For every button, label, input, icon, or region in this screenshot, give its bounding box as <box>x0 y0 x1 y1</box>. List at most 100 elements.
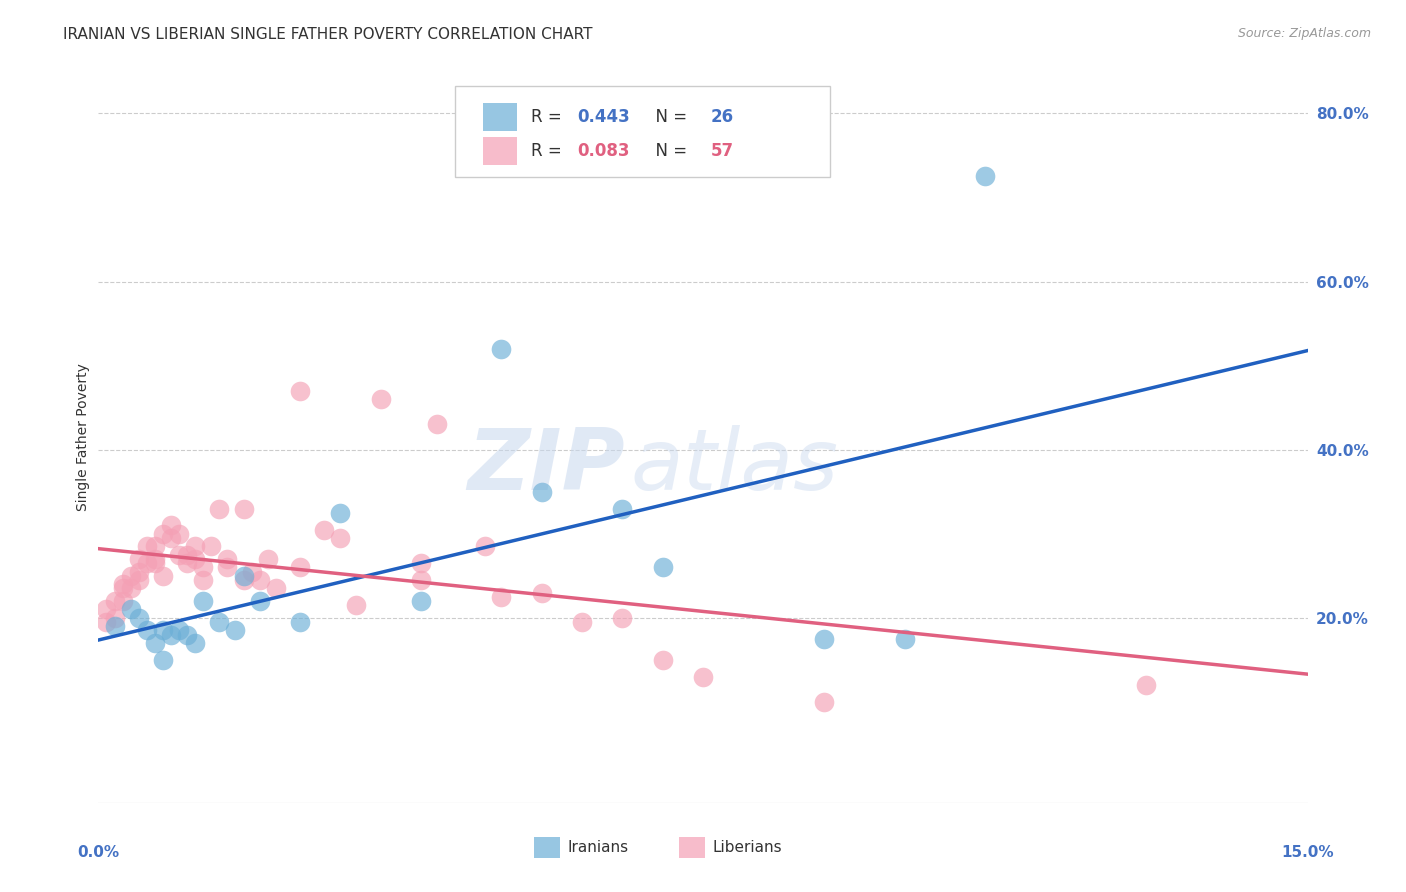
Point <box>167 526 190 541</box>
Point <box>120 602 142 616</box>
Point <box>193 560 215 574</box>
Point <box>288 384 311 398</box>
Point <box>474 540 496 554</box>
Text: atlas: atlas <box>630 425 838 508</box>
Point <box>409 573 432 587</box>
FancyBboxPatch shape <box>482 137 517 165</box>
Point <box>1135 678 1157 692</box>
Point <box>128 611 150 625</box>
Point <box>329 531 352 545</box>
Point <box>135 556 157 570</box>
Point <box>111 594 134 608</box>
Point <box>143 636 166 650</box>
Point <box>314 523 336 537</box>
Point <box>176 627 198 641</box>
Point <box>974 169 997 184</box>
Point <box>409 556 432 570</box>
Text: R =: R = <box>531 108 567 126</box>
Point <box>208 615 231 629</box>
Point <box>409 594 432 608</box>
Point <box>491 590 513 604</box>
Point <box>193 594 215 608</box>
Point <box>143 552 166 566</box>
Point <box>571 615 593 629</box>
Point <box>152 526 174 541</box>
Point <box>813 695 835 709</box>
Point <box>143 556 166 570</box>
Point <box>167 624 190 638</box>
Point <box>160 531 183 545</box>
Point <box>692 670 714 684</box>
Point <box>184 636 207 650</box>
Point <box>120 569 142 583</box>
Text: IRANIAN VS LIBERIAN SINGLE FATHER POVERTY CORRELATION CHART: IRANIAN VS LIBERIAN SINGLE FATHER POVERT… <box>63 27 593 42</box>
Text: 0.0%: 0.0% <box>77 845 120 860</box>
Point <box>111 582 134 596</box>
Point <box>128 573 150 587</box>
Text: 0.083: 0.083 <box>578 142 630 160</box>
Point <box>249 594 271 608</box>
Point <box>103 611 125 625</box>
Point <box>184 540 207 554</box>
Point <box>128 565 150 579</box>
Point <box>160 627 183 641</box>
Point <box>176 556 198 570</box>
Point <box>651 560 673 574</box>
Point <box>530 484 553 499</box>
Text: Iranians: Iranians <box>568 840 628 855</box>
Point <box>152 569 174 583</box>
Point <box>288 615 311 629</box>
Point <box>193 573 215 587</box>
Point <box>232 501 254 516</box>
Point <box>224 624 246 638</box>
Text: Source: ZipAtlas.com: Source: ZipAtlas.com <box>1237 27 1371 40</box>
Text: 0.443: 0.443 <box>578 108 630 126</box>
Point <box>232 569 254 583</box>
Point <box>612 611 634 625</box>
Text: ZIP: ZIP <box>467 425 624 508</box>
Point <box>256 552 278 566</box>
Point <box>232 573 254 587</box>
Text: 15.0%: 15.0% <box>1281 845 1334 860</box>
Text: Liberians: Liberians <box>713 840 782 855</box>
Point <box>240 565 263 579</box>
FancyBboxPatch shape <box>679 838 706 858</box>
Y-axis label: Single Father Poverty: Single Father Poverty <box>76 363 90 511</box>
Point <box>344 599 367 613</box>
Point <box>370 392 392 407</box>
Text: 26: 26 <box>710 108 734 126</box>
Point <box>288 560 311 574</box>
Point <box>167 548 190 562</box>
Point <box>103 594 125 608</box>
Point <box>329 506 352 520</box>
Point <box>530 585 553 599</box>
Text: R =: R = <box>531 142 567 160</box>
Point <box>103 619 125 633</box>
Point <box>135 540 157 554</box>
Point <box>264 582 287 596</box>
Point <box>96 615 118 629</box>
Point <box>612 501 634 516</box>
Point <box>217 560 239 574</box>
Point <box>813 632 835 646</box>
Point <box>184 552 207 566</box>
Point <box>893 632 915 646</box>
Point <box>208 501 231 516</box>
Text: N =: N = <box>645 142 692 160</box>
Point <box>426 417 449 432</box>
Point <box>249 573 271 587</box>
Point <box>143 540 166 554</box>
Point <box>128 552 150 566</box>
Point <box>111 577 134 591</box>
Point <box>152 624 174 638</box>
FancyBboxPatch shape <box>482 103 517 130</box>
Point <box>96 602 118 616</box>
FancyBboxPatch shape <box>456 86 830 178</box>
Point <box>120 582 142 596</box>
Text: 57: 57 <box>710 142 734 160</box>
Point <box>217 552 239 566</box>
FancyBboxPatch shape <box>534 838 561 858</box>
Point <box>491 342 513 356</box>
Point <box>135 624 157 638</box>
Text: N =: N = <box>645 108 692 126</box>
